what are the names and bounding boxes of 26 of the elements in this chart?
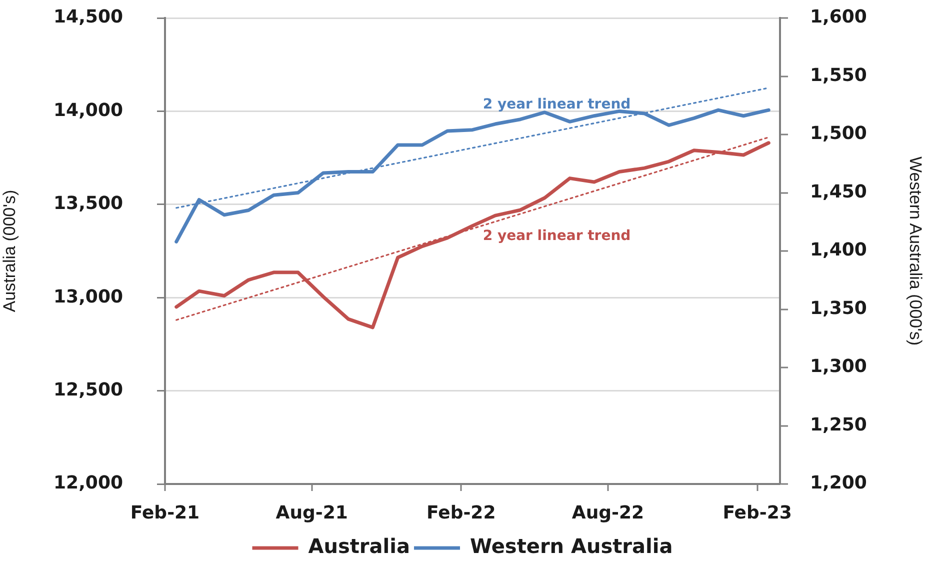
y2-tick-label: 1,350 — [810, 298, 867, 319]
y2-tick-label: 1,250 — [810, 414, 867, 436]
x-tick-label: Feb-22 — [426, 502, 496, 524]
y2-tick-label: 1,300 — [810, 356, 867, 378]
x-tick-label: Feb-23 — [722, 502, 792, 524]
x-tick-label: Feb-21 — [130, 502, 200, 524]
y2-tick-label: 1,550 — [810, 64, 867, 86]
y-tick-label: 13,500 — [54, 193, 123, 214]
y-tick-label: 12,000 — [54, 472, 123, 494]
y-tick-label: 12,500 — [54, 379, 123, 400]
series-label: 2 year linear trend — [482, 228, 631, 244]
y-axis-title: Australia (000's) — [0, 190, 19, 312]
legend-label: Australia — [308, 534, 410, 558]
y-tick-label: 14,500 — [54, 6, 123, 28]
y2-tick-label: 1,500 — [810, 123, 867, 144]
y2-tick-label: 1,400 — [810, 240, 867, 261]
y-tick-label: 13,000 — [54, 286, 123, 308]
legend-label: Western Australia — [470, 534, 673, 558]
y2-axis-title: Western Australia (000's) — [906, 156, 925, 346]
y2-tick-label: 1,200 — [810, 472, 867, 494]
y-tick-label: 14,000 — [54, 100, 123, 121]
y2-tick-label: 1,600 — [810, 6, 867, 28]
series-label: 2 year linear trend — [482, 96, 631, 112]
x-tick-label: Aug-21 — [276, 502, 348, 524]
y2-tick-label: 1,450 — [810, 181, 867, 202]
x-tick-label: Aug-22 — [572, 502, 644, 524]
